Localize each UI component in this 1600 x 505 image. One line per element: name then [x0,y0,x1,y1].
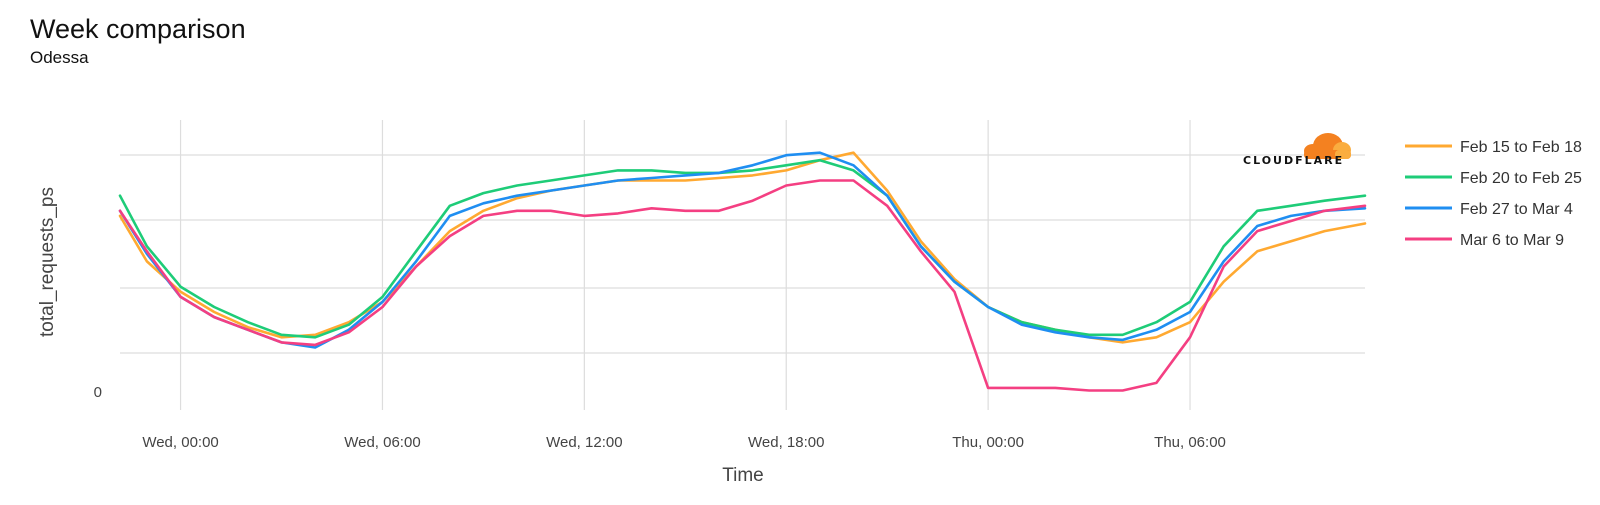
y-axis-label: total_requests_ps [37,187,58,337]
x-tick-label: Wed, 12:00 [546,434,622,451]
x-tick-label: Wed, 06:00 [344,434,420,451]
legend-label: Feb 27 to Mar 4 [1460,201,1573,218]
series-line-2 [118,158,1367,339]
y-tick-labels: 0 [94,384,102,401]
legend-label: Mar 6 to Mar 9 [1460,232,1564,249]
cloudflare-logo: CLOUDFLARE [1243,133,1351,167]
y-tick-label: 0 [94,384,102,401]
series-line-3 [118,151,1367,349]
cloud-icon [1304,133,1351,159]
x-tick-label: Wed, 18:00 [748,434,824,451]
x-tick-label: Wed, 00:00 [142,434,218,451]
series-line-1 [118,151,1367,344]
chart-subtitle: Odessa [30,48,89,67]
logo-text: CLOUDFLARE [1243,154,1344,167]
x-axis-label: Time [722,465,764,486]
legend-label: Feb 15 to Feb 18 [1460,139,1582,156]
chart-title: Week comparison [30,14,246,44]
x-tick-label: Thu, 00:00 [952,434,1024,451]
x-tick-labels: Wed, 00:00 Wed, 06:00 Wed, 12:00 Wed, 18:00… [142,434,1226,451]
series-line-4 [118,179,1367,392]
series-lines [118,151,1367,392]
legend-label: Feb 20 to Feb 25 [1460,170,1582,187]
legend: Feb 15 to Feb 18 Feb 20 to Feb 25 Feb 27 t… [1405,139,1582,249]
grid [120,120,1365,410]
x-tick-label: Thu, 06:00 [1154,434,1226,451]
